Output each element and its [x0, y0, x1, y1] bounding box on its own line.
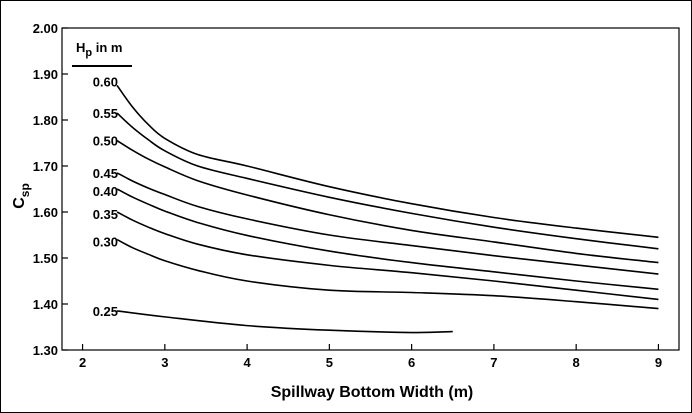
x-tick-label: 8 [573, 355, 580, 370]
curve-label-0.60: 0.60 [93, 75, 118, 90]
x-tick-label: 6 [408, 355, 415, 370]
curve-label-0.30: 0.30 [93, 235, 118, 250]
curve-hp-0.45 [116, 172, 659, 275]
x-tick-label: 5 [326, 355, 333, 370]
legend-title-rest: in m [92, 40, 122, 55]
y-tick-label: 1.50 [33, 251, 58, 266]
curves [116, 85, 659, 334]
y-tick-label: 1.80 [33, 113, 58, 128]
y-tick-label: 2.00 [33, 21, 58, 36]
curve-hp-0.30 [116, 238, 659, 310]
curve-hp-0.60 [116, 85, 659, 239]
x-tick-label: 7 [490, 355, 497, 370]
legend-title-sub: p [85, 47, 92, 59]
x-tick-label: 4 [243, 355, 251, 370]
y-tick-label: 1.60 [33, 205, 58, 220]
svg-text:Hp in m: Hp in m [76, 40, 122, 59]
curve-hp-0.55 [116, 112, 659, 250]
curve-label-0.25: 0.25 [93, 304, 118, 319]
y-tick-label: 1.70 [33, 159, 58, 174]
curve-label-0.50: 0.50 [93, 134, 118, 149]
y-tick-label: 1.40 [33, 297, 58, 312]
x-tick-label: 2 [79, 355, 86, 370]
x-tick-label: 3 [161, 355, 168, 370]
plot-area [61, 27, 680, 351]
curve-hp-0.50 [116, 140, 659, 264]
curve-hp-0.35 [116, 211, 659, 301]
legend-title-main: H [76, 40, 85, 55]
y-tick-label: 1.90 [33, 67, 58, 82]
curve-label-0.40: 0.40 [93, 184, 118, 199]
curve-label-0.45: 0.45 [93, 166, 118, 181]
x-axis-title: Spillway Bottom Width (m) [271, 384, 474, 401]
y-axis-title-main: C [11, 197, 28, 209]
curve-hp-0.25 [117, 310, 453, 334]
curve-label-0.55: 0.55 [93, 106, 118, 121]
svg-text:Csp: Csp [11, 183, 32, 209]
y-axis-title: Csp [11, 183, 32, 209]
y-tick-label: 1.30 [33, 343, 58, 358]
x-axis-ticks: 2 3 4 5 6 7 8 9 [79, 344, 662, 370]
y-axis-ticks: 1.30 1.40 1.50 1.60 1.70 1.80 1.90 2.00 [33, 21, 68, 358]
x-tick-label: 9 [655, 355, 662, 370]
y-axis-title-sub: sp [18, 183, 32, 197]
curve-label-0.35: 0.35 [93, 207, 118, 222]
curve-hp-0.40 [116, 188, 659, 291]
legend-title: Hp in m [72, 40, 132, 67]
curve-labels: 0.60 0.55 0.50 0.45 0.40 0.35 0.30 0.25 [93, 75, 118, 319]
